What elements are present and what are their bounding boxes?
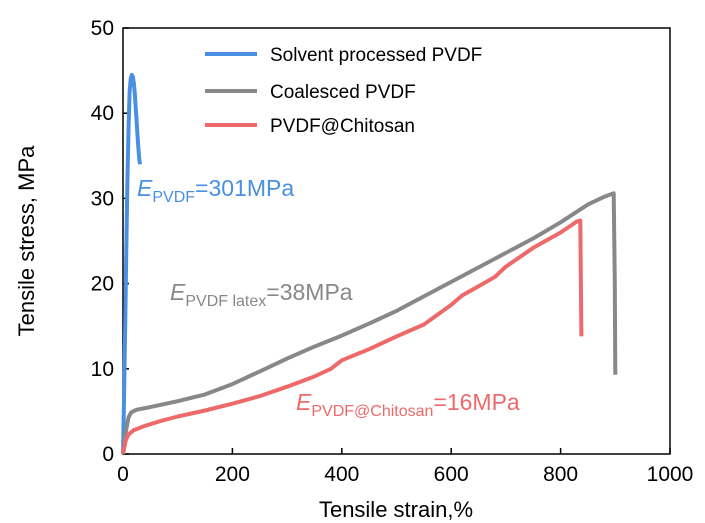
x-tick-label-5: 1000 [647,463,694,486]
legend-label-pvdf-chitosan: PVDF@Chitosan [270,116,415,137]
y-tick-label-2: 20 [91,273,114,296]
x-tick-label-2: 400 [324,463,359,486]
annotation-modulus-pvdf-chitosan-symbol: E [296,389,312,415]
x-tick-label-3: 600 [434,463,469,486]
legend: Solvent processed PVDF Coalesced PVDF PV… [205,45,482,137]
y-tick-label-0: 0 [102,443,114,466]
annotation-modulus-pvdf-chitosan-subscript: PVDF@Chitosan [311,403,433,420]
y-axis-title: Tensile stress, MPa [14,145,39,336]
series-line-pvdf-chitosan [121,218,584,455]
annotation-modulus-pvdf-latex-subscript: PVDF latex [185,293,266,310]
y-tick-label-3: 30 [91,187,114,210]
series-line-solvent-processed-pvdf [121,72,142,455]
annotation-modulus-solvent-pvdf-symbol: E [137,175,153,201]
x-tick-label-1: 200 [215,463,250,486]
annotation-modulus-pvdf-chitosan: EPVDF@Chitosan=16MPa [296,389,520,420]
annotation-modulus-pvdf-chitosan-value: =16MPa [433,389,520,415]
y-tick-label-1: 10 [91,358,114,381]
annotation-modulus-pvdf-latex-symbol: E [170,279,186,305]
annotation-modulus-pvdf-latex: EPVDF latex=38MPa [170,279,353,310]
tick-labels: 0 200 400 600 800 1000 0 10 20 30 40 50 [91,17,694,486]
series-layer [121,72,618,455]
x-tick-label-4: 800 [543,463,578,486]
y-tick-label-4: 40 [91,102,114,125]
x-tick-label-0: 0 [117,463,129,486]
plot-frame [122,27,671,455]
annotation-modulus-solvent-pvdf-value: =301MPa [195,175,294,201]
y-tick-label-5: 50 [91,17,114,40]
annotation-modulus-pvdf-latex-value: =38MPa [266,279,353,305]
x-axis-title: Tensile strain,% [319,497,473,522]
annotation-modulus-solvent-pvdf: EPVDF=301MPa [137,175,294,206]
series-line-coalesced-pvdf [121,191,618,455]
annotation-modulus-solvent-pvdf-subscript: PVDF [152,189,195,206]
legend-label-coalesced-pvdf: Coalesced PVDF [270,82,416,103]
legend-label-solvent-pvdf: Solvent processed PVDF [270,45,482,66]
